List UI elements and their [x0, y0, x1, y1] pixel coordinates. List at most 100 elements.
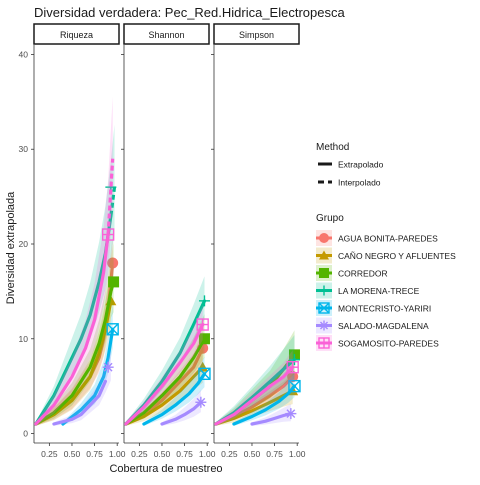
series-sogamosito-paredes	[34, 96, 299, 426]
method-legend-label: Interpolado	[338, 178, 381, 188]
group-legend-item-la-morena-trece: LA MORENA-TRECE	[316, 282, 420, 299]
group-legend-label: MONTECRISTO-YARIRI	[338, 304, 431, 314]
chart-title: Diversidad verdadera: Pec_Red.Hidrica_El…	[34, 5, 345, 20]
point-riqueza-shape	[107, 257, 119, 269]
confidence-band-simpson	[215, 330, 295, 426]
group-legend-item-montecristo-yariri: MONTECRISTO-YARIRI	[316, 300, 431, 316]
group-legend-marker	[319, 285, 329, 296]
x-tick-label: 0.50	[244, 449, 261, 459]
line-interpolated-shannon	[124, 322, 205, 426]
confidence-band-riqueza	[53, 350, 111, 426]
line-interpolated-shannon	[124, 365, 205, 426]
x-tick-label: 0.50	[154, 449, 171, 459]
facet-strip-riqueza: Riqueza	[33, 23, 120, 45]
x-tick-label: 1.00	[289, 449, 306, 459]
line-interpolated-riqueza	[52, 379, 107, 426]
x-tick-label: 0.25	[41, 449, 58, 459]
x-tick-label: 0.50	[64, 449, 81, 459]
confidence-band-riqueza	[35, 230, 113, 426]
x-tick-label: 0.75	[266, 449, 283, 459]
point-riqueza	[108, 276, 120, 288]
point-riqueza-d2	[106, 323, 119, 336]
y-axis	[121, 45, 125, 443]
group-legend-label: CORREDOR	[338, 269, 388, 279]
line-interpolated-shannon	[124, 337, 207, 426]
facet-panel-shannon: Shannon 0.25 0.50 0.75 1.00	[121, 23, 216, 459]
point-shannon	[196, 318, 209, 331]
group-legend-item-corredor: CORREDOR	[316, 265, 388, 281]
facet-panel-riqueza: Riqueza 0.25 0.50 0.75 1.00 0 10 20 30 40	[19, 23, 126, 459]
y-tick-label: 0	[23, 429, 28, 439]
line-interpolated-simpson	[250, 412, 293, 426]
method-legend-item-interpolado: Interpolado	[318, 178, 381, 188]
group-legend-marker-shape	[319, 250, 329, 260]
line-extrapolated-riqueza	[109, 186, 117, 216]
group-legend-marker-d2	[318, 302, 330, 314]
y-axis-title: Diversidad extrapolada	[5, 191, 17, 304]
confidence-band-shannon	[125, 314, 205, 426]
line-interpolated-shannon	[142, 372, 207, 426]
group-legend-marker	[318, 337, 330, 349]
point-simpson-d2	[288, 380, 301, 393]
point-riqueza-ray	[103, 362, 113, 372]
group-legend-marker	[319, 268, 329, 278]
y-tick-label: 20	[19, 239, 29, 249]
series-montecristo-yariri	[61, 304, 301, 426]
group-legend-title: Grupo	[316, 213, 344, 224]
y-axis: 0 10 20 30 40	[19, 45, 35, 443]
line-interpolated-shannon	[160, 400, 203, 426]
point-shannon	[195, 396, 207, 408]
group-legend-marker-box	[318, 302, 330, 314]
group-legend-item-cano-negro-y-afluentes: CAÑO NEGRO Y AFLUENTES	[316, 247, 456, 264]
line-interpolated-riqueza	[34, 299, 113, 426]
point-simpson-ray	[286, 409, 296, 419]
line-interpolated-riqueza	[34, 280, 116, 426]
facet-strip-box	[33, 23, 120, 45]
point-shannon	[198, 367, 211, 381]
y-tick-label: 40	[19, 49, 29, 59]
point-simpson	[286, 360, 299, 374]
method-legend-label: Extrapolado	[338, 160, 384, 170]
group-legend-item-agua-bonita-paredes: AGUA BONITA-PAREDES	[316, 230, 438, 246]
point-riqueza	[101, 228, 115, 241]
group-legend-marker-ray	[319, 321, 329, 330]
confidence-band-riqueza	[35, 124, 115, 426]
group-legend-label: AGUA BONITA-PAREDES	[338, 234, 438, 244]
x-tick-label: 0.75	[86, 449, 103, 459]
x-axis: 0.25 0.50 0.75 1.00	[214, 442, 306, 459]
group-legend-marker	[319, 250, 329, 260]
line-interpolated-riqueza	[61, 327, 115, 426]
point-simpson	[288, 354, 300, 366]
point-simpson	[285, 408, 297, 420]
point-riqueza	[106, 323, 119, 336]
point-riqueza-box	[106, 323, 119, 336]
method-legend-title: Method	[316, 142, 349, 153]
x-axis-title: Cobertura de muestreo	[109, 463, 222, 475]
group-legend-label: SOGAMOSITO-PAREDES	[338, 339, 439, 349]
x-tick-label: 0.25	[131, 449, 148, 459]
group-legend-marker-shape	[319, 268, 329, 278]
group-legend-item-sogamosito-paredes: SOGAMOSITO-PAREDES	[316, 335, 439, 351]
group-legend-item-salado-magdalena: SALADO-MAGDALENA	[316, 317, 429, 334]
point-simpson	[287, 371, 299, 383]
point-shannon-box	[198, 367, 211, 381]
group-legend-marker-shape	[319, 233, 329, 243]
y-tick-label: 10	[19, 334, 29, 344]
series-salado-magdalena	[52, 350, 297, 426]
facet-strip-label: Riqueza	[60, 30, 93, 40]
point-shannon	[198, 333, 210, 345]
group-legend-marker	[318, 302, 330, 314]
method-legend: Method Extrapolado Interpolado	[316, 142, 384, 188]
point-shannon-d2	[198, 367, 211, 380]
point-simpson-shape	[287, 371, 299, 383]
facet-strip-box	[213, 23, 300, 45]
line-extrapolated-riqueza	[106, 158, 115, 235]
point-riqueza	[102, 361, 114, 373]
point-riqueza	[107, 257, 119, 269]
x-axis: 0.25 0.50 0.75 1.00	[34, 442, 126, 459]
confidence-band-shannon	[125, 331, 203, 426]
point-simpson-box	[288, 379, 301, 393]
x-tick-label: 1.00	[109, 449, 126, 459]
